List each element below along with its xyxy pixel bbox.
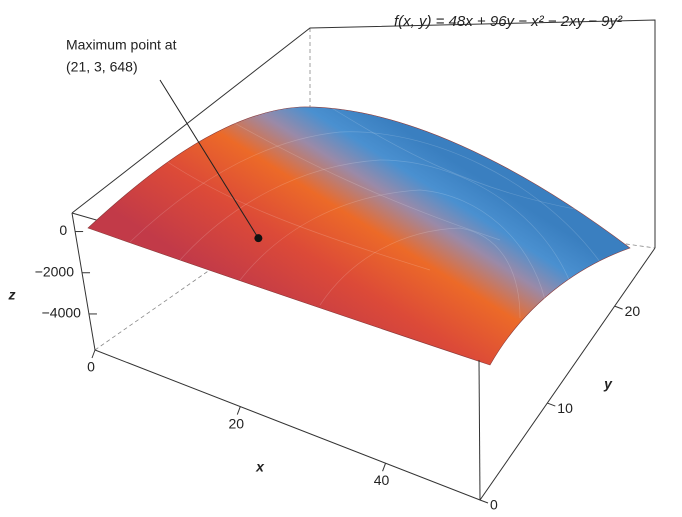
x-tick-label: 20 (228, 415, 244, 431)
mesh-line (329, 106, 581, 211)
y-tick-label: 0 (490, 497, 498, 513)
annotation-line: Maximum point at (66, 37, 177, 53)
y-tick-label: 20 (625, 303, 641, 319)
y-tick (547, 402, 556, 407)
x-tick (382, 463, 387, 472)
box-edge (71, 19, 656, 248)
mesh-line (149, 149, 431, 271)
box-edge (71, 212, 656, 501)
annotation-line: (21, 3, 648) (66, 59, 138, 75)
surface-mesh (129, 106, 601, 319)
x-tick-label: 40 (374, 472, 390, 488)
y-tick (614, 305, 623, 310)
annotation-leader (159, 79, 259, 239)
mesh-line (239, 189, 546, 301)
x-tick (91, 349, 96, 359)
chart-title: f(x, y) = 48x + 96y − x² − 2xy − 9y² (394, 13, 623, 30)
box-edge (478, 359, 481, 501)
surface (87, 106, 631, 366)
maximum-point (254, 234, 263, 243)
x-axis-label: x (255, 459, 265, 475)
z-tick-label: 0 (59, 222, 67, 238)
y-axis-label: y (603, 376, 613, 392)
z-tick-label: −2000 (35, 263, 75, 279)
z-tick-label: −4000 (42, 305, 82, 321)
x-tick-label: 0 (87, 359, 95, 375)
mesh-line (319, 227, 521, 319)
y-tick (479, 499, 489, 504)
mesh-line (129, 131, 601, 263)
mesh-line (179, 159, 571, 283)
x-tick (236, 406, 241, 415)
z-axis-label: z (8, 287, 16, 303)
y-tick-label: 10 (557, 400, 573, 416)
mesh-line (219, 114, 501, 241)
